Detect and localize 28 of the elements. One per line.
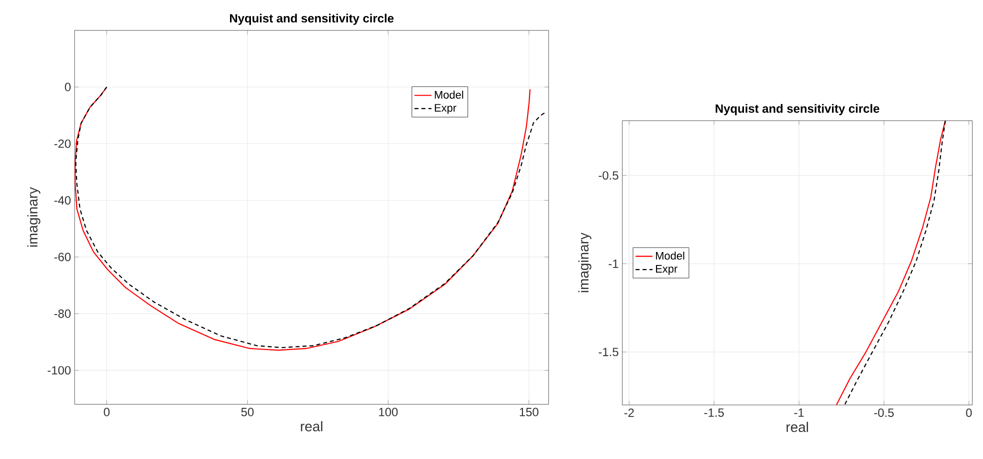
x-tick-label: 0: [966, 408, 972, 417]
x-axis-title: real: [786, 422, 808, 432]
x-tick-label: -1.5: [704, 408, 724, 417]
legend-label: Model: [656, 252, 684, 260]
y-tick-label: -1: [608, 260, 618, 268]
x-tick-label: -2: [624, 408, 634, 417]
legend-label: Expr: [656, 265, 678, 275]
x-tick-label: -0.5: [874, 408, 894, 417]
chart-title: Nyquist and sensitivity circle: [230, 14, 394, 25]
y-tick-label: -80: [54, 309, 71, 318]
x-tick-label: -1: [794, 408, 804, 417]
x-tick-label: 50: [241, 408, 254, 416]
y-tick-label: -20: [54, 139, 71, 148]
y-tick-label: -1.5: [598, 348, 618, 356]
y-tick-label: -0.5: [598, 171, 618, 180]
y-tick-label: -60: [54, 252, 71, 262]
y-axis-title: imaginary: [27, 187, 40, 247]
y-tick-label: -100: [48, 366, 71, 375]
legend-label: Model: [434, 90, 464, 99]
x-tick-label: 150: [520, 408, 538, 416]
x-tick-label: 0: [104, 408, 110, 416]
y-tick-label: -40: [54, 196, 71, 205]
y-axis-title: imaginary: [578, 232, 592, 292]
x-tick-label: 100: [379, 408, 398, 416]
x-axis-title: real: [300, 421, 322, 432]
chart-title: Nyquist and sensitivity circle: [716, 104, 880, 116]
legend-label: Expr: [434, 104, 456, 114]
y-tick-label: 0: [64, 82, 71, 92]
